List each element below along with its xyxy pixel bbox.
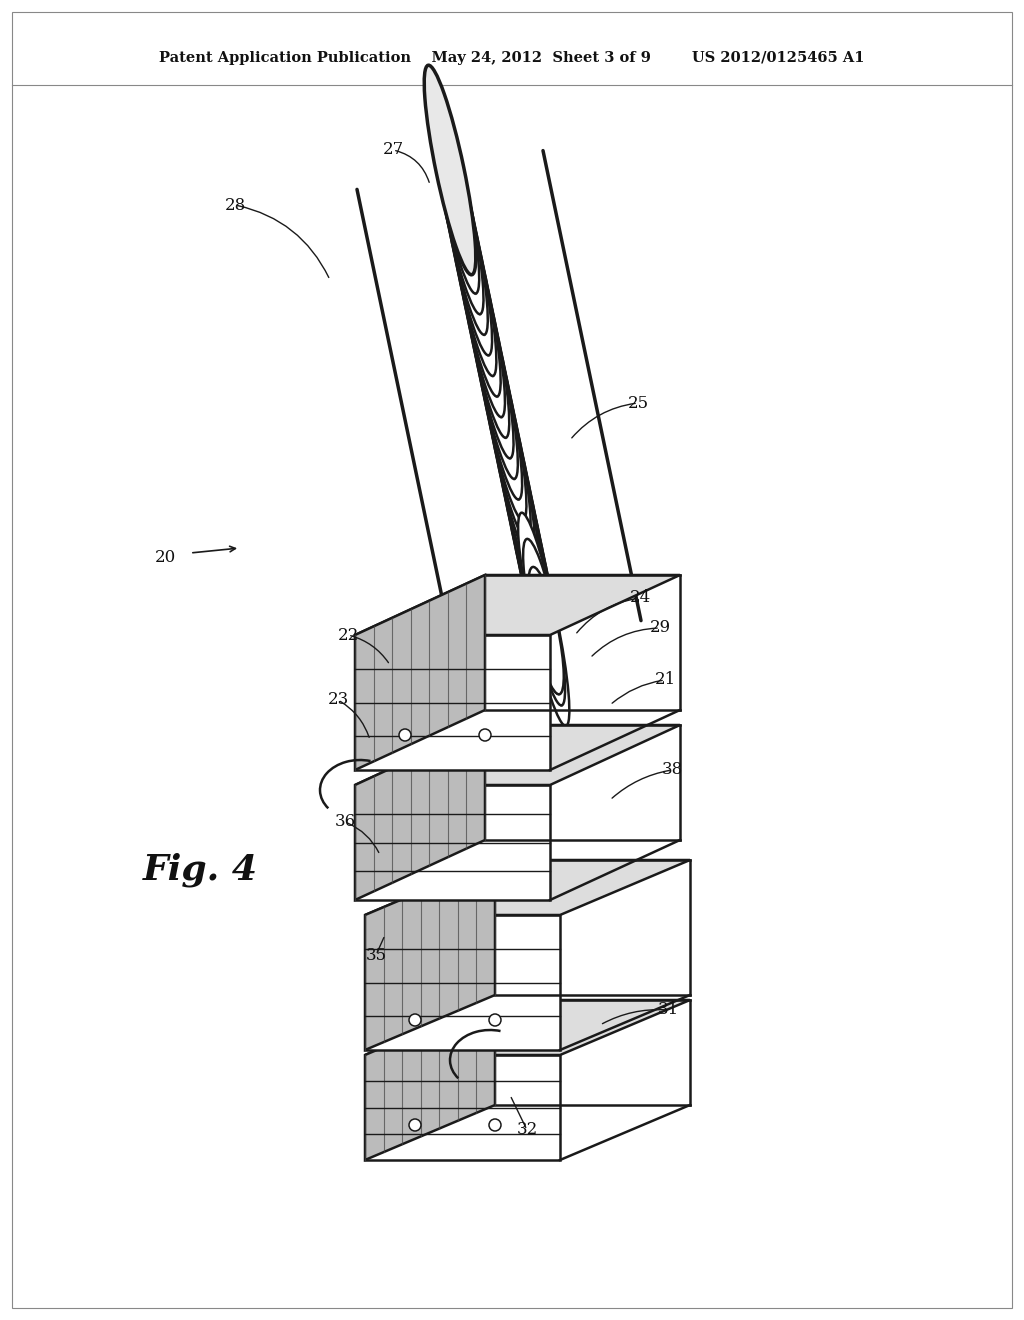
Polygon shape bbox=[365, 1055, 560, 1160]
Text: 24: 24 bbox=[630, 590, 650, 606]
Text: Patent Application Publication    May 24, 2012  Sheet 3 of 9        US 2012/0125: Patent Application Publication May 24, 2… bbox=[160, 51, 864, 65]
Circle shape bbox=[479, 729, 490, 741]
Ellipse shape bbox=[467, 269, 518, 479]
Polygon shape bbox=[365, 915, 560, 1049]
Text: 29: 29 bbox=[649, 619, 671, 636]
Text: Fig. 4: Fig. 4 bbox=[142, 853, 257, 887]
Text: 31: 31 bbox=[657, 1002, 679, 1019]
Text: 22: 22 bbox=[337, 627, 358, 644]
Text: 20: 20 bbox=[155, 549, 176, 566]
Circle shape bbox=[409, 1014, 421, 1026]
Polygon shape bbox=[355, 635, 550, 770]
Ellipse shape bbox=[455, 207, 505, 417]
Polygon shape bbox=[355, 725, 680, 785]
Ellipse shape bbox=[528, 566, 564, 694]
Ellipse shape bbox=[518, 512, 562, 692]
Polygon shape bbox=[357, 150, 641, 660]
Ellipse shape bbox=[498, 413, 548, 623]
Ellipse shape bbox=[459, 228, 509, 438]
Polygon shape bbox=[355, 576, 680, 635]
Polygon shape bbox=[365, 861, 495, 1049]
Ellipse shape bbox=[484, 351, 535, 561]
Ellipse shape bbox=[429, 84, 479, 293]
Ellipse shape bbox=[502, 434, 552, 644]
Ellipse shape bbox=[488, 372, 540, 582]
Polygon shape bbox=[355, 725, 485, 900]
Text: 28: 28 bbox=[224, 197, 246, 214]
Ellipse shape bbox=[476, 310, 526, 520]
Ellipse shape bbox=[493, 393, 544, 602]
Ellipse shape bbox=[472, 290, 522, 499]
Text: 32: 32 bbox=[516, 1122, 538, 1138]
Ellipse shape bbox=[433, 104, 483, 314]
Polygon shape bbox=[355, 785, 550, 900]
Polygon shape bbox=[355, 576, 485, 770]
Circle shape bbox=[489, 1014, 501, 1026]
Text: 27: 27 bbox=[382, 141, 403, 158]
Ellipse shape bbox=[506, 454, 556, 664]
Ellipse shape bbox=[519, 516, 569, 726]
Polygon shape bbox=[365, 1001, 690, 1055]
Ellipse shape bbox=[441, 145, 493, 355]
Circle shape bbox=[399, 729, 411, 741]
Circle shape bbox=[489, 1119, 501, 1131]
Text: 35: 35 bbox=[366, 946, 387, 964]
Ellipse shape bbox=[510, 475, 561, 685]
Ellipse shape bbox=[463, 248, 514, 458]
Text: 36: 36 bbox=[335, 813, 355, 830]
Polygon shape bbox=[365, 861, 690, 915]
Text: 38: 38 bbox=[662, 762, 683, 779]
Text: 21: 21 bbox=[654, 672, 676, 689]
Ellipse shape bbox=[445, 166, 497, 376]
Ellipse shape bbox=[480, 331, 530, 541]
Ellipse shape bbox=[514, 496, 565, 705]
Circle shape bbox=[409, 1119, 421, 1131]
Ellipse shape bbox=[523, 539, 563, 694]
Ellipse shape bbox=[451, 187, 501, 396]
Polygon shape bbox=[365, 1001, 495, 1160]
Text: 25: 25 bbox=[628, 395, 648, 412]
Text: 23: 23 bbox=[328, 692, 348, 709]
Ellipse shape bbox=[424, 65, 476, 275]
Ellipse shape bbox=[437, 125, 487, 335]
